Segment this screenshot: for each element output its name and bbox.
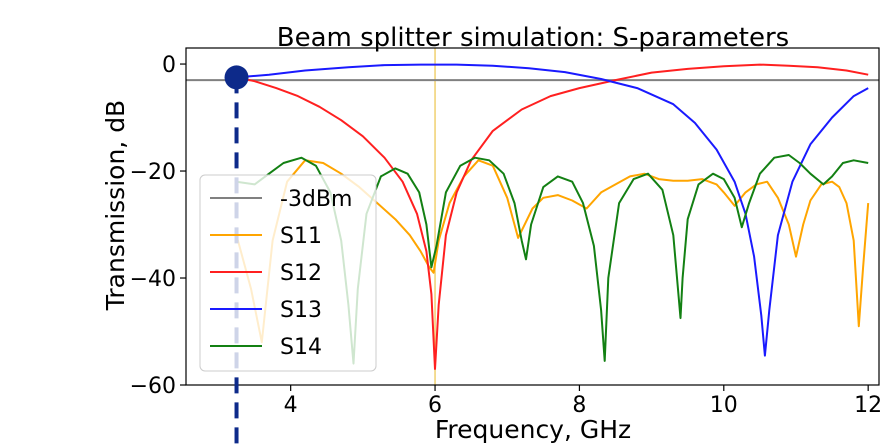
series-line-s12	[236, 63, 869, 370]
x-tick-label: 12	[854, 393, 882, 418]
legend-label-s12: S12	[280, 261, 322, 286]
x-tick-label: 6	[428, 393, 442, 418]
series-line-s13	[236, 63, 869, 357]
legend-label-s11: S11	[280, 224, 322, 249]
plot-frame	[185, 47, 880, 386]
y-tick-label: −40	[130, 267, 176, 292]
point-marker	[224, 65, 249, 90]
x-tick-label: 8	[572, 393, 586, 418]
legend-box	[199, 174, 377, 372]
legend-label-s14: S14	[280, 335, 322, 360]
y-axis-label: Transmission, dB	[101, 100, 130, 311]
x-tick-label: 10	[710, 393, 738, 418]
legend: -3dBm S11 S12 S13 S14	[199, 174, 377, 372]
y-tick-label: −60	[130, 374, 176, 399]
legend-label-3dbm: -3dBm	[280, 187, 352, 212]
y-tick-label: 0	[162, 53, 176, 78]
x-tick-label: 4	[284, 393, 298, 418]
x-axis-label: Frequency, GHz	[435, 415, 631, 444]
legend-label-s13: S13	[280, 298, 322, 323]
y-tick-label: −20	[130, 160, 176, 185]
